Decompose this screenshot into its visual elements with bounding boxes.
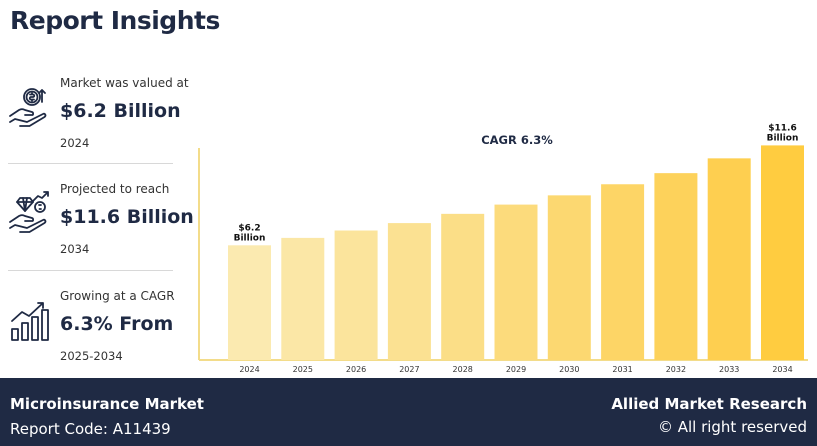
bar-2033 (707, 158, 751, 360)
stat-value: 6.3% From (60, 313, 174, 335)
x-tick-label: 2025 (293, 365, 313, 374)
divider (8, 163, 173, 164)
bar-2031 (601, 184, 645, 360)
stat-year: 2034 (60, 242, 90, 256)
x-tick-label: 2032 (666, 365, 686, 374)
diamond-growth-icon (9, 191, 49, 233)
money-hand-icon (9, 88, 47, 127)
stat-market-value: Market was valued at $6.2 Billion 2024 (8, 70, 189, 155)
bar-2024 (228, 245, 271, 360)
stat-label: Market was valued at (60, 76, 189, 90)
x-tick-label: 2030 (559, 365, 579, 374)
bar-2028 (441, 213, 485, 360)
growth-chart-icon (11, 302, 49, 341)
brand-name: Allied Market Research (611, 395, 807, 413)
x-tick-label: 2034 (772, 365, 792, 374)
bar-2030 (547, 195, 591, 360)
stat-value: $6.2 Billion (60, 100, 181, 122)
stat-label: Projected to reach (60, 182, 170, 196)
stat-year: 2024 (60, 136, 90, 150)
bar-2027 (387, 223, 431, 360)
stat-value: $11.6 Billion (60, 206, 194, 228)
x-tick-label: 2033 (719, 365, 739, 374)
market-name: Microinsurance Market (10, 395, 204, 413)
copyright: © All right reserved (657, 418, 807, 436)
data-label: $11.6 (768, 123, 796, 133)
stat-projected-value: Projected to reach $11.6 Billion 2034 (8, 176, 194, 261)
chart-title: CAGR 6.3% (481, 133, 553, 147)
report-code: Report Code: A11439 (10, 420, 171, 438)
bar-chart: CAGR 6.3% 2024 2025 2026 2027 2028 2029 2030 20… (198, 123, 808, 374)
x-tick-label: 2029 (506, 365, 526, 374)
bar-2025 (281, 237, 325, 360)
footer: Microinsurance Market Report Code: A1143… (0, 378, 817, 446)
data-label: $6.2 (238, 223, 260, 233)
divider (8, 270, 173, 271)
page-title: Report Insights (10, 6, 220, 35)
x-tick-label: 2024 (239, 365, 259, 374)
stat-year: 2025-2034 (60, 349, 123, 363)
bar-2032 (654, 173, 698, 360)
bar-2026 (334, 230, 378, 360)
bar-2029 (494, 204, 538, 360)
data-label: Billion (767, 133, 799, 143)
stat-label: Growing at a CAGR (60, 289, 175, 303)
x-tick-label: 2027 (399, 365, 419, 374)
x-tick-label: 2031 (612, 365, 632, 374)
x-tick-label: 2026 (346, 365, 366, 374)
data-label: Billion (234, 233, 266, 243)
stat-cagr: Growing at a CAGR 6.3% From 2025-2034 (8, 283, 178, 368)
x-tick-label: 2028 (453, 365, 473, 374)
bar-2034 (761, 145, 804, 360)
